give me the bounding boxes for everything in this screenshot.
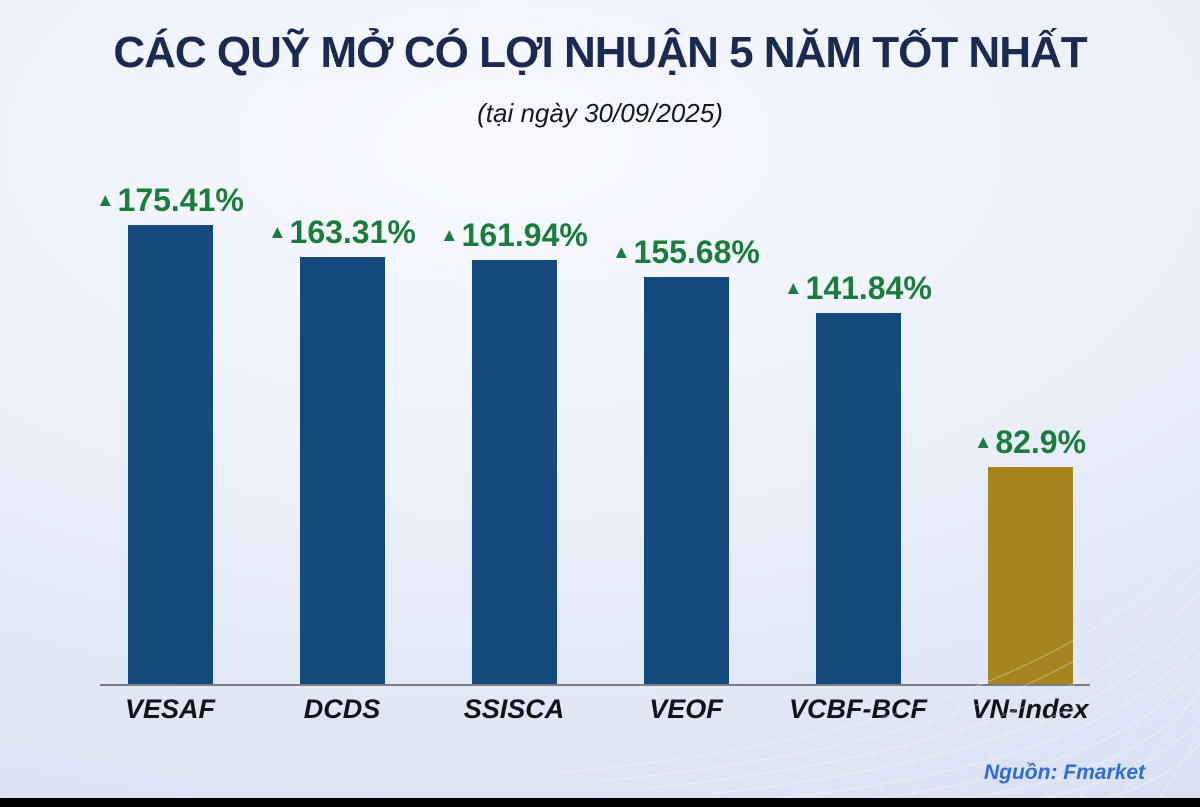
bar-value-label: ▲141.84% bbox=[784, 270, 932, 306]
bar-value-text: 175.41% bbox=[117, 182, 244, 218]
bar-ssisca bbox=[471, 260, 557, 684]
bar-chart-plot-area: ▲175.41% ▲163.31% ▲161.94% ▲155.68% ▲141.84%… bbox=[84, 0, 1116, 684]
x-axis-label: DCDS bbox=[303, 694, 381, 724]
bar-vn-index bbox=[987, 467, 1073, 684]
chart-column: ▲82.9% bbox=[944, 424, 1116, 684]
x-axis-label: VN-Index bbox=[971, 694, 1089, 724]
bar-value-label: ▲163.31% bbox=[268, 214, 416, 250]
bar-vesaf bbox=[127, 225, 213, 684]
bar-value-text: 155.68% bbox=[633, 234, 760, 270]
chart-title: CÁC QUỸ MỞ CÓ LỢI NHUẬN 5 NĂM TỐT NHẤT bbox=[113, 28, 1087, 77]
x-axis-label: VEOF bbox=[649, 694, 723, 724]
bar-value-text: 161.94% bbox=[461, 217, 588, 253]
x-axis-label: SSISCA bbox=[463, 694, 565, 724]
chart-column: ▲155.68% bbox=[600, 234, 772, 684]
up-triangle-icon: ▲ bbox=[784, 276, 803, 298]
bar-veof bbox=[643, 277, 729, 684]
bar-value-text: 141.84% bbox=[805, 270, 932, 306]
bar-dcds bbox=[299, 257, 385, 684]
chart-subtitle: (tại ngày 30/09/2025) bbox=[477, 98, 723, 128]
x-axis-labels-row: VESAF DCDS SSISCA VEOF VCBF-BCF VN-Index bbox=[84, 694, 1116, 725]
source-credit: Nguồn: Fmarket bbox=[983, 761, 1145, 784]
chart-column: ▲161.94% bbox=[428, 217, 600, 684]
up-triangle-icon: ▲ bbox=[268, 220, 287, 242]
up-triangle-icon: ▲ bbox=[973, 430, 993, 452]
up-triangle-icon: ▲ bbox=[440, 223, 459, 245]
bar-value-label: ▲161.94% bbox=[440, 217, 588, 253]
x-axis-label: VCBF-BCF bbox=[789, 694, 927, 724]
x-axis-line bbox=[100, 684, 1090, 686]
up-triangle-icon: ▲ bbox=[96, 188, 115, 210]
up-triangle-icon: ▲ bbox=[612, 240, 631, 262]
bottom-black-strip bbox=[0, 798, 1200, 807]
bar-value-label: ▲155.68% bbox=[612, 234, 760, 270]
chart-column: ▲163.31% bbox=[256, 214, 428, 684]
chart-column: ▲175.41% bbox=[84, 182, 256, 684]
bar-vcbf-bcf bbox=[815, 313, 901, 684]
bar-value-label: ▲82.9% bbox=[974, 424, 1086, 460]
x-axis-label: VESAF bbox=[124, 694, 216, 724]
bar-value-text: 163.31% bbox=[289, 214, 416, 250]
chart-column: ▲141.84% bbox=[772, 270, 944, 684]
bar-value-text: 82.9% bbox=[995, 424, 1087, 460]
bar-value-label: ▲175.41% bbox=[96, 182, 244, 218]
